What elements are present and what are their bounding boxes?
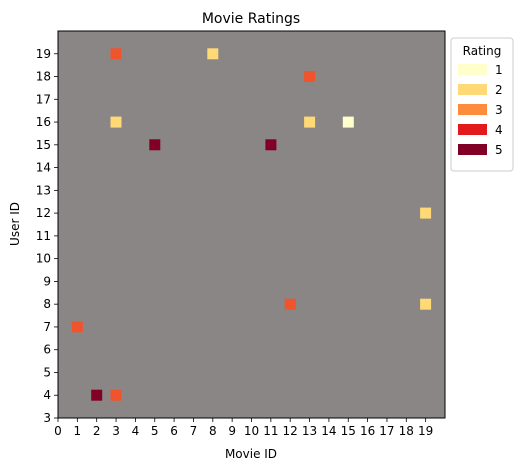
y-tick-label: 8 (43, 297, 51, 311)
y-tick-label: 9 (43, 274, 51, 288)
legend-label: 1 (495, 63, 503, 77)
data-cells (71, 48, 432, 401)
y-tick-label: 4 (43, 388, 51, 402)
rating-cell (420, 207, 432, 219)
rating-cell (420, 298, 432, 310)
legend-label: 2 (495, 83, 503, 97)
x-tick-label: 1 (74, 424, 82, 438)
legend-title: Rating (463, 44, 502, 58)
chart-title: Movie Ratings (202, 11, 300, 27)
x-tick-label: 3 (112, 424, 120, 438)
rating-cell (110, 389, 122, 401)
rating-cell (304, 71, 316, 82)
rating-cell (342, 116, 354, 128)
y-tick-label: 13 (36, 183, 51, 197)
x-tick-label: 9 (228, 424, 236, 438)
y-tick-label: 10 (36, 252, 51, 266)
legend-label: 4 (495, 123, 503, 137)
legend-swatch (458, 144, 487, 155)
y-tick-label: 17 (36, 92, 51, 106)
legend-swatch (458, 104, 487, 115)
legend-swatch (458, 124, 487, 135)
x-tick-label: 13 (302, 424, 317, 438)
legend-swatch (458, 84, 487, 95)
y-tick-label: 16 (36, 115, 51, 129)
legend-label: 3 (495, 103, 503, 117)
y-tick-label: 18 (36, 70, 51, 84)
x-tick-label: 18 (399, 424, 414, 438)
x-tick-label: 6 (170, 424, 178, 438)
y-tick-label: 6 (43, 343, 51, 357)
x-tick-label: 11 (263, 424, 278, 438)
x-tick-label: 7 (190, 424, 198, 438)
x-axis-label: Movie ID (225, 447, 277, 461)
legend-swatch (458, 64, 487, 75)
x-axis: 0 1 2 3 4 5 6 7 8 9 10 11 12 13 14 15 16 17 18 19 (54, 418, 433, 438)
legend: Rating 1 2 3 4 5 (450, 37, 514, 172)
x-tick-label: 2 (93, 424, 101, 438)
rating-cell (284, 298, 296, 310)
y-tick-label: 12 (36, 206, 51, 220)
legend-label: 5 (495, 143, 503, 157)
x-tick-label: 8 (209, 424, 217, 438)
x-tick-label: 14 (321, 424, 336, 438)
y-tick-label: 11 (36, 229, 51, 243)
y-tick-label: 5 (43, 365, 51, 379)
x-tick-label: 10 (244, 424, 259, 438)
rating-cell (149, 139, 161, 151)
y-tick-label: 3 (43, 411, 51, 425)
rating-cell (265, 139, 277, 151)
x-tick-label: 15 (341, 424, 356, 438)
plot-area (57, 30, 446, 419)
rating-cell (207, 48, 219, 60)
x-tick-label: 12 (283, 424, 298, 438)
rating-cell (304, 116, 316, 128)
x-tick-label: 16 (360, 424, 375, 438)
y-axis: 3 4 5 6 7 8 9 10 11 12 13 14 15 16 17 18 19 (36, 47, 58, 425)
x-tick-label: 5 (151, 424, 159, 438)
y-axis-label: User ID (8, 202, 22, 246)
rating-cell (71, 321, 83, 333)
y-tick-label: 7 (43, 320, 51, 334)
x-tick-label: 0 (54, 424, 62, 438)
y-tick-label: 15 (36, 138, 51, 152)
x-tick-label: 4 (132, 424, 140, 438)
x-tick-label: 17 (379, 424, 394, 438)
y-tick-label: 19 (36, 47, 51, 61)
rating-cell (91, 389, 103, 401)
rating-cell (110, 116, 122, 128)
rating-cell (110, 48, 122, 60)
x-tick-label: 19 (418, 424, 433, 438)
y-tick-label: 14 (36, 161, 51, 175)
